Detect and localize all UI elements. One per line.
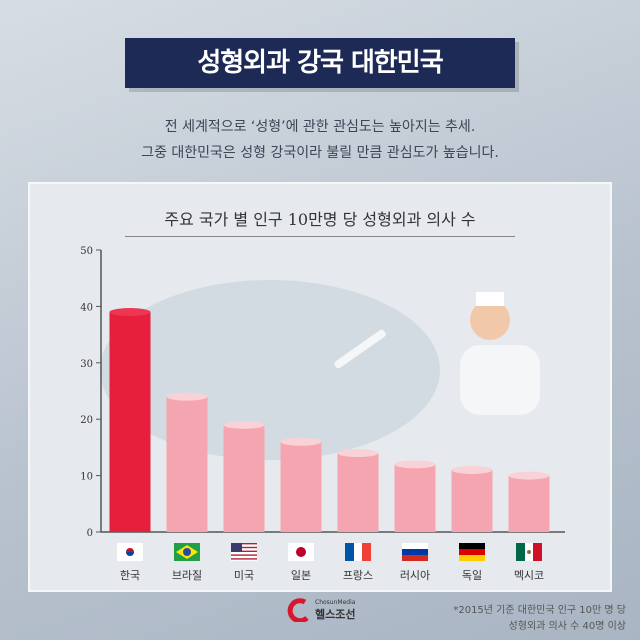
bar-프랑스 <box>337 453 379 532</box>
bar-일본 <box>280 441 322 532</box>
logo-small-text: ChosunMedia <box>315 598 356 606</box>
bar-한국 <box>109 312 151 532</box>
fr-flag-icon <box>345 543 371 561</box>
chart-title: 주요 국가 별 인구 10만명 당 성형외과 의사 수 <box>125 206 515 237</box>
bar-cap <box>508 471 550 480</box>
ru-flag-icon <box>402 543 428 561</box>
logo: ChosunMedia 헬스조선 <box>283 598 355 622</box>
bar-독일 <box>451 469 493 532</box>
y-tick-label: 20 <box>80 415 93 426</box>
x-tick-label: 독일 <box>462 568 482 582</box>
bar-브라질 <box>166 396 208 532</box>
y-tick-label: 40 <box>80 302 93 313</box>
de-flag-icon <box>459 543 485 561</box>
x-tick-label: 러시아 <box>400 569 430 582</box>
logo-name: 헬스조선 <box>315 607 356 621</box>
y-tick-label: 0 <box>87 528 93 539</box>
br-flag-icon <box>174 543 200 561</box>
y-tick-label: 10 <box>80 472 93 483</box>
subtitle-line-1: 전 세계적으로 ‘성형’에 관한 관심도는 높아지는 추세. <box>164 119 476 135</box>
doctor-illustration <box>100 280 540 460</box>
footnote-line-2: 성형외과 의사 수 40명 이상 <box>508 621 626 632</box>
x-tick-label: 브라질 <box>172 569 202 582</box>
bar-cap <box>394 460 436 469</box>
x-tick-label: 프랑스 <box>343 569 373 582</box>
subtitle-line-2: 그중 대한민국은 성형 강국이라 불릴 만큼 관심도가 높습니다. <box>141 145 499 161</box>
kr-flag-icon <box>117 543 143 561</box>
bar-cap <box>166 392 208 401</box>
mx-flag-icon <box>516 543 542 561</box>
chosun-logo-icon <box>287 598 309 622</box>
x-tick-label: 일본 <box>291 568 311 582</box>
bar-cap <box>223 420 265 429</box>
footnote-line-1: *2015년 기준 대한민국 인구 10만 명 당 <box>453 605 626 616</box>
jp-flag-icon <box>288 543 314 561</box>
x-tick-label: 멕시코 <box>514 569 544 582</box>
bar-cap <box>280 437 322 446</box>
bar-미국 <box>223 424 265 532</box>
bar-cap <box>109 308 151 317</box>
page-title: 성형외과 강국 대한민국 <box>125 38 515 88</box>
y-tick-label: 30 <box>80 359 93 370</box>
bar-멕시코 <box>508 475 550 532</box>
bar-cap <box>451 465 493 474</box>
bar-cap <box>337 449 379 458</box>
x-tick-label: 한국 <box>120 569 140 582</box>
bar-러시아 <box>394 464 436 532</box>
x-tick-label: 미국 <box>234 569 254 582</box>
y-tick-label: 50 <box>80 246 93 257</box>
us-flag-icon <box>231 543 257 561</box>
